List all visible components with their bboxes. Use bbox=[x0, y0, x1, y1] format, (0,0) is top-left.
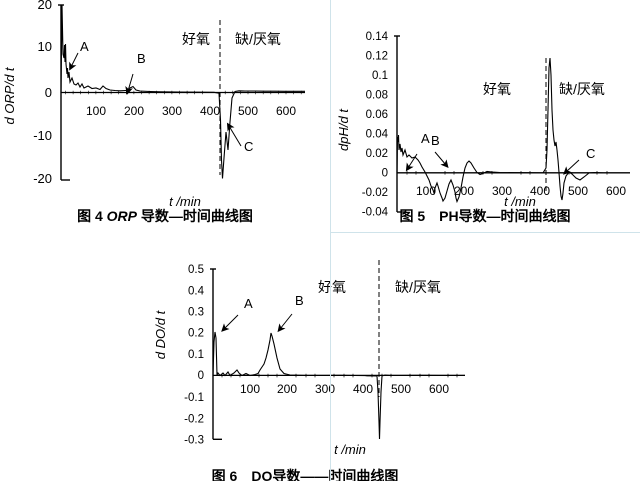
svg-text:B: B bbox=[295, 293, 304, 308]
svg-text:B: B bbox=[431, 133, 440, 148]
svg-text:d ORP/d t: d ORP/d t bbox=[2, 66, 17, 124]
svg-text:10: 10 bbox=[38, 39, 52, 54]
svg-text:0.2: 0.2 bbox=[188, 328, 204, 340]
svg-text:B: B bbox=[137, 51, 146, 66]
svg-text:-0.02: -0.02 bbox=[362, 187, 388, 199]
svg-text:好氧: 好氧 bbox=[182, 31, 210, 47]
svg-text:A: A bbox=[244, 296, 253, 311]
svg-text:缺/厌氧: 缺/厌氧 bbox=[235, 31, 281, 47]
svg-text:200: 200 bbox=[277, 382, 297, 396]
svg-text:200: 200 bbox=[124, 104, 144, 118]
svg-text:200: 200 bbox=[454, 184, 474, 198]
svg-text:400: 400 bbox=[200, 104, 220, 118]
svg-text:100: 100 bbox=[86, 104, 106, 118]
svg-text:缺/厌氧: 缺/厌氧 bbox=[395, 279, 441, 295]
svg-text:好氧: 好氧 bbox=[483, 81, 511, 97]
svg-text:C: C bbox=[586, 146, 595, 161]
svg-text:0: 0 bbox=[382, 168, 388, 180]
svg-text:t /min: t /min bbox=[334, 442, 366, 457]
svg-text:0: 0 bbox=[45, 85, 52, 100]
svg-text:A: A bbox=[80, 39, 89, 54]
svg-text:0.5: 0.5 bbox=[188, 264, 204, 276]
svg-text:0.04: 0.04 bbox=[366, 129, 389, 141]
svg-text:缺/厌氧: 缺/厌氧 bbox=[559, 81, 605, 97]
svg-text:600: 600 bbox=[429, 382, 449, 396]
svg-text:600: 600 bbox=[276, 104, 296, 118]
svg-text:A: A bbox=[421, 131, 430, 146]
svg-text:300: 300 bbox=[162, 104, 182, 118]
svg-text:-0.1: -0.1 bbox=[184, 392, 204, 404]
svg-text:600: 600 bbox=[606, 184, 626, 198]
svg-text:0.14: 0.14 bbox=[366, 31, 389, 43]
svg-text:0.12: 0.12 bbox=[366, 51, 388, 63]
svg-text:500: 500 bbox=[238, 104, 258, 118]
svg-text:400: 400 bbox=[353, 382, 373, 396]
svg-text:0.1: 0.1 bbox=[188, 349, 204, 361]
svg-text:100: 100 bbox=[240, 382, 260, 396]
svg-text:0.1: 0.1 bbox=[372, 70, 388, 82]
svg-text:20: 20 bbox=[38, 0, 52, 12]
svg-text:好氧: 好氧 bbox=[318, 279, 346, 295]
svg-text:-0.3: -0.3 bbox=[184, 435, 204, 447]
svg-text:0.08: 0.08 bbox=[366, 90, 388, 102]
svg-text:-10: -10 bbox=[33, 128, 52, 143]
svg-text:0: 0 bbox=[198, 370, 204, 382]
svg-text:0.4: 0.4 bbox=[188, 286, 205, 298]
svg-text:-20: -20 bbox=[33, 171, 52, 186]
svg-text:500: 500 bbox=[391, 382, 411, 396]
svg-text:500: 500 bbox=[568, 184, 588, 198]
svg-text:300: 300 bbox=[315, 382, 335, 396]
svg-text:-0.2: -0.2 bbox=[184, 413, 204, 425]
svg-text:C: C bbox=[244, 139, 253, 154]
svg-text:0.3: 0.3 bbox=[188, 307, 204, 319]
svg-text:0.02: 0.02 bbox=[366, 148, 388, 160]
svg-text:d DO/d t: d DO/d t bbox=[153, 309, 168, 359]
svg-text:dpH/d t: dpH/d t bbox=[336, 108, 351, 151]
svg-text:0.06: 0.06 bbox=[366, 109, 388, 121]
